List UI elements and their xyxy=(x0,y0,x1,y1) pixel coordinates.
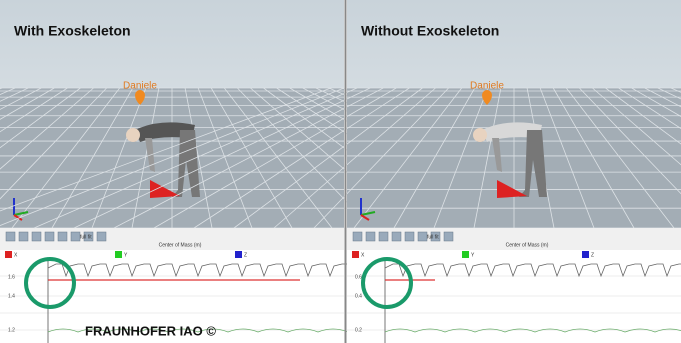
toolbar-icon xyxy=(418,232,427,241)
legend-label: Z xyxy=(244,252,247,258)
toolbar-icon xyxy=(444,232,453,241)
y-tick-label: 1.2 xyxy=(8,327,15,333)
page: With Exoskeleton Daniele full fit Center of… xyxy=(0,0,681,343)
toolbar-icon xyxy=(97,232,106,241)
subject-label: Daniele xyxy=(470,81,504,92)
legend-label: X xyxy=(361,252,365,258)
toolbar-icon xyxy=(353,232,362,241)
legend-swatch xyxy=(352,251,359,258)
zoom-select: full fit xyxy=(80,234,92,240)
panel-title: With Exoskeleton xyxy=(14,23,131,39)
y-tick-label: 0.4 xyxy=(355,293,362,299)
panel-title: Without Exoskeleton xyxy=(361,23,499,39)
legend-swatch xyxy=(235,251,242,258)
toolbar-icon xyxy=(32,232,41,241)
watermark: FRAUNHOFER IAO © xyxy=(85,323,216,338)
legend-swatch xyxy=(582,251,589,258)
toolbar-icon xyxy=(405,232,414,241)
legend-swatch xyxy=(115,251,122,258)
legend-label: Y xyxy=(124,252,128,258)
toolbar-icon xyxy=(379,232,388,241)
screenshot: With Exoskeleton Daniele full fit Center of… xyxy=(0,0,681,343)
legend-label: Z xyxy=(591,252,594,258)
toolbar-icon xyxy=(58,232,67,241)
toolbar-icon xyxy=(71,232,80,241)
toolbar-icon xyxy=(6,232,15,241)
y-tick-label: 1.4 xyxy=(8,293,15,299)
toolbar-icon xyxy=(392,232,401,241)
subject-label: Daniele xyxy=(123,81,157,92)
toolbar-icon xyxy=(19,232,28,241)
legend-label: Y xyxy=(471,252,475,258)
legend-label: X xyxy=(14,252,18,258)
toolbar-icon xyxy=(366,232,375,241)
y-tick-label: 0.2 xyxy=(355,327,362,333)
avatar-head xyxy=(126,128,140,142)
chart-title: Center of Mass (m) xyxy=(159,242,202,248)
zoom-select: full fit xyxy=(427,234,439,240)
chart-title: Center of Mass (m) xyxy=(506,242,549,248)
avatar-head xyxy=(473,128,487,142)
y-tick-label: 1.6 xyxy=(8,274,15,280)
legend-swatch xyxy=(5,251,12,258)
legend-swatch xyxy=(462,251,469,258)
y-tick-label: 0.6 xyxy=(355,274,362,280)
toolbar-icon xyxy=(45,232,54,241)
